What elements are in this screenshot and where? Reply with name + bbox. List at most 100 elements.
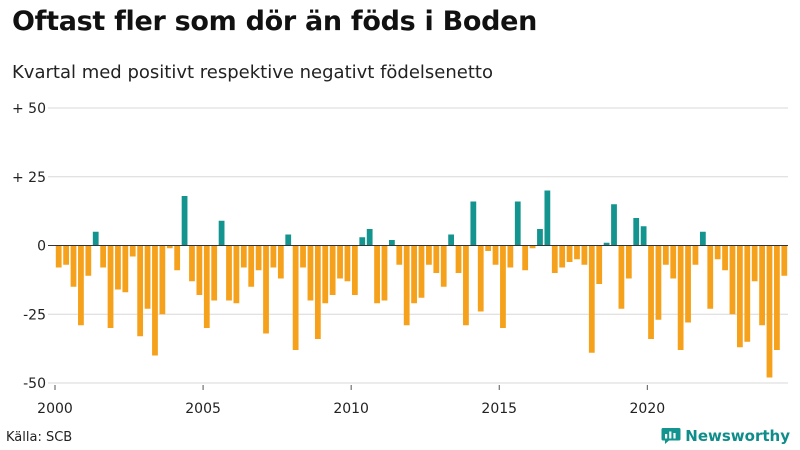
bar-layer (55, 190, 788, 378)
bar (603, 242, 610, 246)
bar (648, 245, 654, 339)
bar (85, 245, 92, 276)
bar (500, 245, 506, 328)
bar (640, 226, 647, 246)
bar (374, 245, 380, 304)
bar (100, 245, 107, 268)
bar (544, 190, 551, 246)
bar (263, 245, 269, 334)
bar (655, 245, 662, 320)
bar (411, 245, 417, 304)
bar (529, 245, 536, 249)
bar (685, 245, 691, 323)
bar (329, 245, 336, 295)
bar (174, 245, 181, 271)
bar (122, 245, 129, 293)
bar (692, 245, 699, 265)
x-tick-label: 2020 (630, 401, 666, 417)
bar (426, 245, 432, 265)
bar (774, 245, 780, 350)
bar (477, 245, 484, 312)
bar (581, 245, 588, 265)
source-note: Källa: SCB (6, 430, 73, 445)
bar (55, 245, 62, 268)
bar (677, 245, 684, 350)
bar (551, 245, 558, 273)
bar (485, 245, 492, 251)
bar (166, 245, 173, 249)
chart-subtitle: Kvartal med positivt respektive negativt… (12, 62, 493, 83)
bar (63, 245, 69, 265)
bar (344, 245, 351, 282)
bar (389, 240, 395, 246)
bar (129, 245, 136, 257)
bar (522, 245, 529, 271)
brand-name: Newsworthy (685, 427, 790, 445)
y-tick-label: 0 (37, 239, 46, 255)
bar (381, 245, 388, 301)
bar (337, 245, 343, 279)
bar (440, 245, 447, 287)
bar (107, 245, 114, 328)
y-tick-label: -50 (23, 376, 46, 392)
bar (625, 245, 632, 279)
bar (226, 245, 232, 301)
bar (277, 245, 284, 279)
bar (403, 245, 410, 326)
bar (314, 245, 321, 339)
bar (218, 220, 225, 246)
bar (662, 245, 669, 265)
bar (596, 245, 603, 284)
newsworthy-chat-icon (661, 428, 681, 444)
bar (270, 245, 277, 268)
bar (618, 245, 625, 309)
bar (240, 245, 247, 268)
bar (514, 201, 521, 246)
bar (285, 234, 292, 246)
bar (255, 245, 262, 271)
bar (307, 245, 314, 301)
bar (670, 245, 677, 279)
bar (759, 245, 765, 326)
bar-chart: + 50 + 25 0 -25 -50 2000 2005 2010 2015 2020 (12, 101, 788, 417)
bar (722, 245, 728, 271)
bar (507, 245, 514, 268)
bar (611, 204, 617, 246)
bar (699, 231, 706, 246)
bar (322, 245, 329, 304)
bar (366, 229, 373, 246)
x-tick-label: 2015 (481, 401, 517, 417)
bar (78, 245, 84, 326)
bar (781, 245, 788, 276)
bar (196, 245, 203, 295)
bar (248, 245, 255, 287)
bar (633, 218, 640, 246)
bar (707, 245, 714, 309)
bar (766, 245, 773, 378)
y-tick-label: + 25 (12, 170, 46, 186)
newsworthy-logo: Newsworthy (661, 427, 790, 445)
bar (359, 237, 366, 246)
bar (588, 245, 595, 353)
bar (292, 245, 299, 350)
y-tick-label: -25 (23, 307, 46, 323)
x-tick-label: 2000 (37, 401, 73, 417)
bar (736, 245, 743, 348)
bar (152, 245, 158, 356)
bar (463, 245, 469, 326)
bar (137, 245, 144, 337)
bar (92, 231, 99, 246)
bar (433, 245, 440, 273)
bar (751, 245, 758, 282)
bar (351, 245, 358, 295)
chart-title: Oftast fler som dör än föds i Boden (12, 6, 538, 37)
x-axis-labels: 2000 2005 2010 2015 2020 (37, 385, 665, 417)
bar (566, 245, 573, 262)
bar (189, 245, 195, 282)
bar (448, 234, 455, 246)
grid-layer (48, 107, 788, 384)
bar (144, 245, 151, 309)
bar (211, 245, 218, 301)
bar (729, 245, 736, 315)
bar (455, 245, 462, 273)
